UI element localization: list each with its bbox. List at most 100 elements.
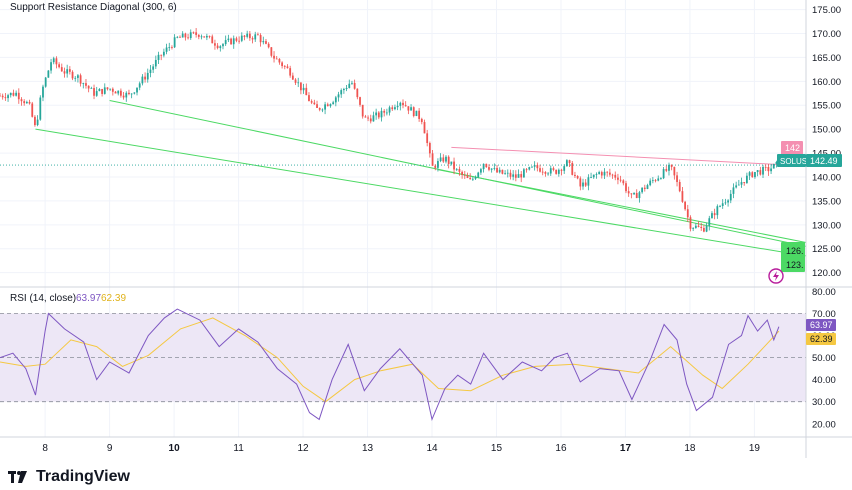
candle-body (171, 47, 173, 48)
candle-body (692, 227, 695, 229)
candle-body (595, 173, 598, 175)
candle-body (673, 166, 676, 176)
candle-body (257, 34, 259, 36)
candle-body (399, 102, 402, 106)
candle-body (278, 58, 281, 63)
candle-body (504, 173, 506, 175)
candle-body (318, 107, 321, 110)
candle-body (205, 35, 208, 38)
candle-body (700, 226, 703, 229)
candle-body (445, 156, 447, 162)
candle-body (219, 46, 222, 49)
candle-body (74, 77, 77, 79)
candle-body (506, 172, 509, 174)
candle-body (555, 169, 558, 174)
candle-body (756, 170, 759, 173)
candle-body (751, 172, 754, 178)
candle-body (77, 75, 79, 78)
candle-body (359, 97, 361, 105)
candle-body (157, 54, 160, 60)
candle-body (466, 175, 469, 178)
candle-body (678, 181, 681, 192)
candle-body (509, 172, 512, 177)
price-tick-label: 135.00 (812, 196, 841, 207)
candles[interactable] (0, 28, 778, 233)
candle-body (600, 172, 603, 176)
candle-body (501, 169, 504, 174)
candle-body (342, 89, 345, 91)
candle-body (463, 174, 466, 176)
tradingview-logo-text: TradingView (36, 468, 130, 485)
candle-body (670, 164, 673, 167)
candle-body (109, 88, 112, 90)
candle-body (120, 90, 122, 96)
candle-body (270, 47, 273, 56)
rsi-band (0, 313, 806, 403)
candle-body (265, 41, 267, 44)
candle-body (152, 66, 155, 70)
candle-body (611, 174, 614, 176)
candle-body (676, 175, 678, 182)
candle-body (407, 106, 410, 111)
support-line (438, 169, 807, 244)
candle-body (141, 76, 144, 84)
candle-body (230, 38, 232, 45)
candle-body (0, 95, 1, 97)
symbol-tag[interactable]: SOLUSD (777, 154, 813, 167)
candle-body (512, 174, 515, 177)
chart-title: Support Resistance Diagonal (300, 6) (10, 2, 177, 13)
candle-body (248, 33, 251, 39)
candle-body (759, 170, 762, 175)
candle-body (192, 32, 195, 34)
candle-body (729, 193, 732, 201)
candle-body (743, 182, 746, 184)
price-tick-label: 155.00 (812, 101, 841, 112)
candle-body (98, 88, 101, 92)
candle-body (754, 172, 756, 178)
candle-body (47, 70, 50, 78)
last-price-tag[interactable]: 142.49 (806, 154, 842, 167)
candle-body (114, 91, 117, 94)
candle-body (273, 55, 275, 59)
svg-text:142: 142 (785, 143, 800, 153)
candle-body (447, 156, 450, 164)
candle-body (168, 47, 171, 48)
candle-body (410, 107, 412, 111)
candle-body (614, 174, 617, 178)
alert-icon[interactable] (768, 268, 784, 284)
time-axis[interactable]: 8 9 10 11 12 13 14 15 16 17 18 19 (42, 443, 760, 454)
support-labels: 126. 123. (781, 242, 805, 272)
candle-body (426, 133, 429, 144)
candle-body (101, 88, 103, 94)
candle-body (267, 43, 270, 48)
time-tick-label: 16 (555, 443, 567, 454)
rsi-tick-label: 30.00 (812, 397, 836, 408)
candle-body (216, 45, 219, 49)
time-tick-label: 9 (107, 443, 113, 454)
candle-body (480, 169, 482, 173)
tradingview-watermark[interactable]: TradingView (8, 468, 130, 486)
candle-body (181, 33, 184, 38)
candle-body (772, 163, 775, 169)
rsi-line (0, 308, 780, 422)
candle-body (281, 62, 283, 67)
candle-body (302, 87, 305, 91)
candle-body (189, 32, 192, 39)
candle-body (60, 67, 63, 72)
candle-body (684, 201, 686, 210)
candle-body (471, 178, 474, 180)
candle-body (705, 225, 708, 232)
candle-body (775, 161, 778, 164)
candle-body (668, 164, 670, 171)
candle-body (453, 161, 455, 170)
candle-body (294, 79, 297, 83)
candle-body (654, 180, 657, 182)
candle-body (232, 38, 235, 45)
price-tick-label: 125.00 (812, 244, 841, 255)
candle-body (361, 104, 364, 117)
candle-body (23, 101, 26, 104)
candle-body (332, 102, 335, 105)
candle-body (485, 163, 488, 168)
candle-body (708, 218, 711, 226)
